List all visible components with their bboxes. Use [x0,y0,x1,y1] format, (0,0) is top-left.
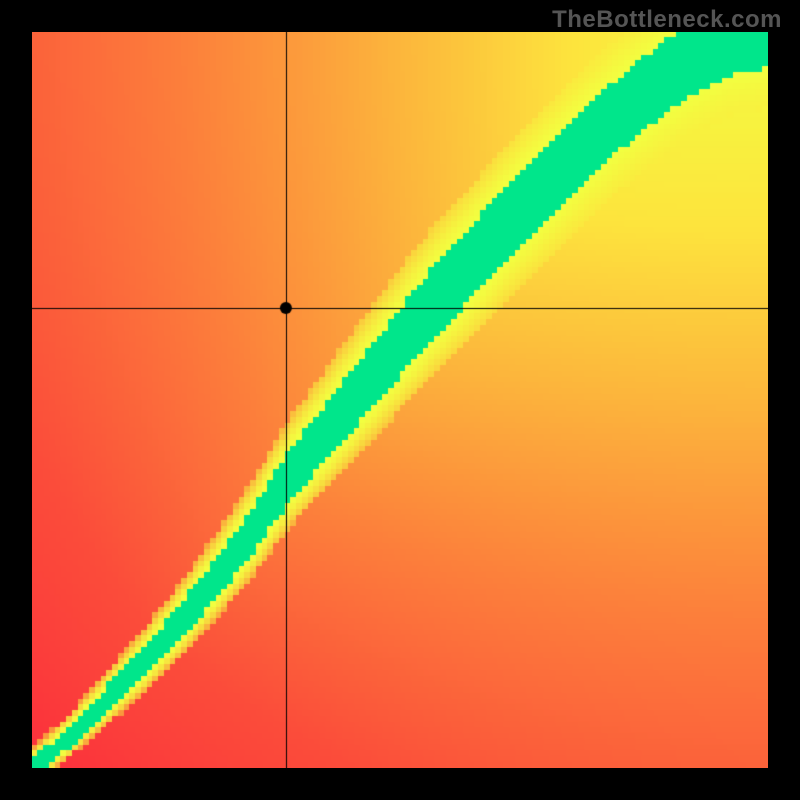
watermark-text: TheBottleneck.com [552,6,782,34]
frame-left [0,32,32,768]
bottleneck-heatmap [32,32,768,768]
frame-bottom [0,768,800,800]
frame-right [768,32,800,768]
